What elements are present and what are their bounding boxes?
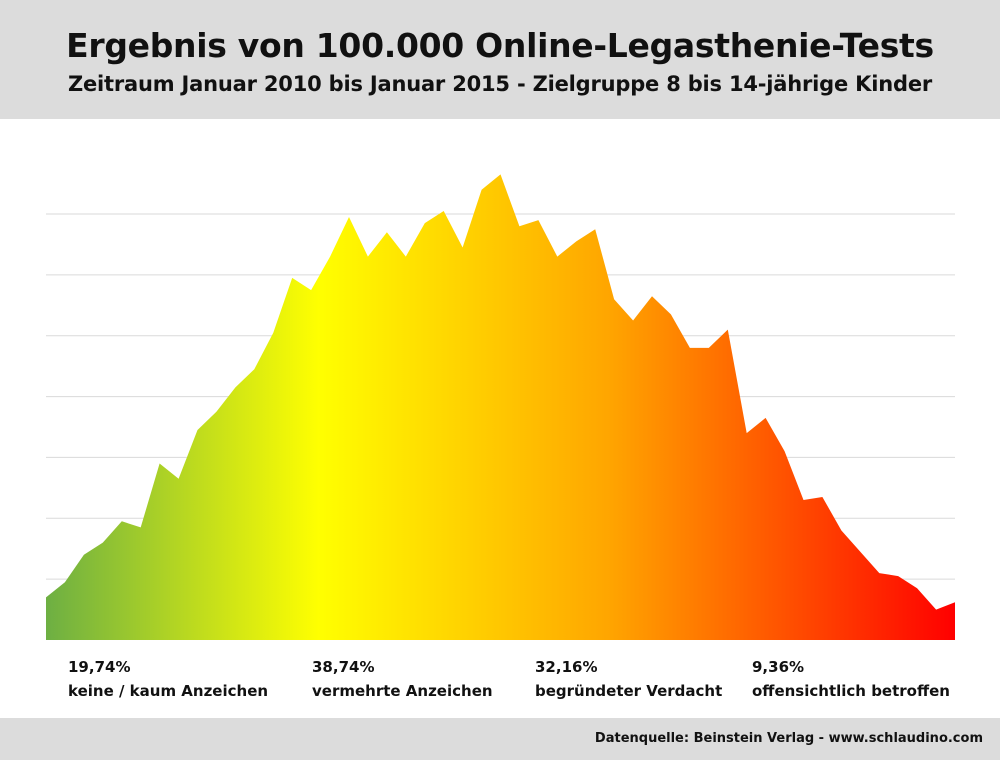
header-banner: Ergebnis von 100.000 Online-Legasthenie-… (0, 0, 1000, 119)
category-label: offensichtlich betroffen (752, 682, 950, 700)
distribution-area (46, 174, 955, 640)
chart-subtitle: Zeitraum Januar 2010 bis Januar 2015 - Z… (67, 72, 933, 96)
footer-bar: Datenquelle: Beinstein Verlag - www.schl… (0, 718, 1000, 760)
chart-title: Ergebnis von 100.000 Online-Legasthenie-… (66, 26, 934, 65)
data-source: Datenquelle: Beinstein Verlag - www.schl… (594, 731, 983, 746)
category-vermehrt: 38,74% vermehrte Anzeichen (312, 655, 493, 703)
category-percent: 38,74% (312, 658, 375, 676)
category-label: keine / kaum Anzeichen (68, 682, 269, 700)
category-percent: 32,16% (535, 658, 598, 676)
category-label: begründeter Verdacht (535, 682, 723, 700)
category-label: vermehrte Anzeichen (312, 682, 493, 700)
category-verdacht: 32,16% begründeter Verdacht (535, 655, 722, 703)
category-keine: 19,74% keine / kaum Anzeichen (68, 655, 268, 703)
category-percent: 9,36% (752, 658, 805, 676)
category-betroffen: 9,36% offensichtlich betroffen (752, 655, 950, 703)
area-chart (46, 174, 955, 640)
category-percent: 19,74% (68, 658, 131, 676)
